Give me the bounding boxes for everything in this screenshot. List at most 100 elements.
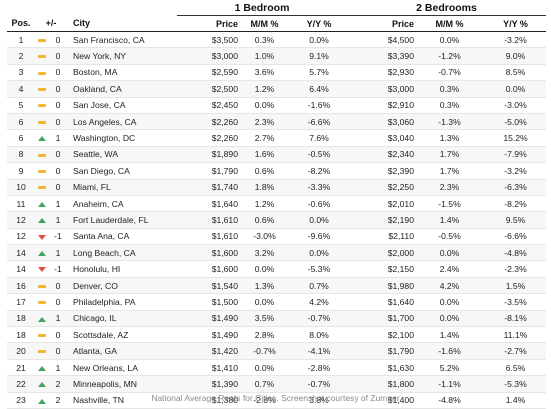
cell-city: Seattle, WA bbox=[67, 146, 177, 164]
cell-city: Fort Lauderdale, FL bbox=[67, 211, 177, 229]
cell-mm-2br: 2.4% bbox=[414, 260, 485, 278]
cell-yy-2br: 6.5% bbox=[485, 359, 547, 377]
cell-price-2br: $2,910 bbox=[347, 97, 414, 114]
cell-mm-1br: 2.8% bbox=[238, 326, 291, 344]
cell-yy-2br: 8.5% bbox=[485, 64, 547, 82]
up-triangle-icon bbox=[38, 365, 46, 371]
cell-price-1br: $3,000 bbox=[177, 47, 238, 65]
cell-mm-1br: 1.2% bbox=[238, 195, 291, 213]
cell-change: 0 bbox=[49, 162, 67, 180]
column-header-change: +/- bbox=[35, 15, 67, 32]
dash-icon bbox=[38, 170, 46, 174]
group-header-row: 1 Bedroom 2 Bedrooms bbox=[7, 0, 547, 16]
table-row: 14 1 Long Beach, CA $1,600 3.2% 0.0% $2,000 0.0… bbox=[7, 244, 547, 262]
cell-mm-1br: 0.6% bbox=[238, 162, 291, 180]
cell-change: 2 bbox=[49, 375, 67, 393]
cell-change: 0 bbox=[49, 277, 67, 295]
cell-mm-1br: 3.5% bbox=[238, 310, 291, 328]
cell-price-2br: $2,000 bbox=[347, 244, 414, 262]
cell-mm-1br: 3.6% bbox=[238, 64, 291, 82]
cell-price-2br: $2,110 bbox=[347, 228, 414, 246]
trend-indicator bbox=[35, 359, 49, 377]
cell-yy-1br: -0.7% bbox=[291, 310, 347, 328]
cell-mm-2br: 0.0% bbox=[414, 293, 485, 311]
cell-mm-2br: 0.0% bbox=[414, 310, 485, 328]
cell-yy-1br: -1.6% bbox=[291, 97, 347, 114]
cell-city: Philadelphia, PA bbox=[67, 293, 177, 311]
cell-yy-2br: -2.7% bbox=[485, 342, 547, 360]
cell-yy-1br: 8.0% bbox=[291, 326, 347, 344]
cell-price-2br: $1,790 bbox=[347, 342, 414, 360]
trend-indicator bbox=[35, 211, 49, 229]
cell-yy-2br: -5.3% bbox=[485, 375, 547, 393]
cell-yy-2br: 11.1% bbox=[485, 326, 547, 344]
table-row: 11 1 Anaheim, CA $1,640 1.2% -0.6% $2,010 -1.5%… bbox=[7, 195, 547, 213]
cell-change: 0 bbox=[49, 179, 67, 196]
cell-price-1br: $1,890 bbox=[177, 146, 238, 164]
cell-yy-2br: -3.2% bbox=[485, 162, 547, 180]
cell-yy-2br: -3.5% bbox=[485, 293, 547, 311]
cell-mm-1br: 0.0% bbox=[238, 293, 291, 311]
cell-change: 1 bbox=[49, 129, 67, 147]
cell-yy-2br: -7.9% bbox=[485, 146, 547, 164]
cell-price-1br: $1,390 bbox=[177, 375, 238, 393]
cell-city: Los Angeles, CA bbox=[67, 113, 177, 131]
trend-indicator bbox=[35, 162, 49, 180]
cell-mm-2br: -0.7% bbox=[414, 64, 485, 82]
trend-indicator bbox=[35, 260, 49, 278]
table-row: 6 1 Washington, DC $2,260 2.7% 7.6% $3,040 1.3%… bbox=[7, 129, 547, 147]
cell-pos: 16 bbox=[7, 277, 35, 295]
cell-yy-2br: -4.8% bbox=[485, 244, 547, 262]
cell-change: 1 bbox=[49, 310, 67, 328]
cell-price-2br: $1,640 bbox=[347, 293, 414, 311]
cell-price-1br: $2,450 bbox=[177, 97, 238, 114]
table-row: 23 2 Nashville, TN $1,380 -2.8% 3.8% $1,400 -4.… bbox=[7, 392, 547, 409]
table-row: 18 0 Scottsdale, AZ $1,490 2.8% 8.0% $2,100 1.4… bbox=[7, 326, 547, 344]
cell-change: 1 bbox=[49, 211, 67, 229]
cell-mm-2br: 1.4% bbox=[414, 211, 485, 229]
dash-icon bbox=[38, 153, 46, 157]
cell-mm-2br: 0.3% bbox=[414, 97, 485, 114]
cell-pos: 22 bbox=[7, 375, 35, 393]
cell-mm-1br: 0.0% bbox=[238, 359, 291, 377]
table-row: 5 0 San Jose, CA $2,450 0.0% -1.6% $2,910 0.3% -… bbox=[7, 97, 547, 114]
cell-city: Miami, FL bbox=[67, 179, 177, 196]
cell-price-1br: $1,610 bbox=[177, 228, 238, 246]
cell-yy-2br: 0.0% bbox=[485, 80, 547, 98]
cell-price-2br: $2,390 bbox=[347, 162, 414, 180]
column-header-yy-2br: Y/Y % bbox=[485, 15, 547, 32]
cell-price-2br: $2,190 bbox=[347, 211, 414, 229]
cell-price-2br: $2,150 bbox=[347, 260, 414, 278]
cell-yy-2br: 15.2% bbox=[485, 129, 547, 147]
cell-pos: 9 bbox=[7, 162, 35, 180]
down-triangle-icon bbox=[38, 267, 46, 273]
up-triangle-icon bbox=[38, 218, 46, 224]
table-row: 4 0 Oakland, CA $2,500 1.2% 6.4% $3,000 0.3% 0.0… bbox=[7, 80, 547, 98]
dash-icon bbox=[38, 104, 46, 108]
trend-indicator bbox=[35, 244, 49, 262]
cell-change: -1 bbox=[49, 228, 67, 246]
cell-price-2br: $1,700 bbox=[347, 310, 414, 328]
cell-yy-2br: -6.6% bbox=[485, 228, 547, 246]
cell-mm-1br: 1.8% bbox=[238, 179, 291, 196]
cell-yy-2br: 9.5% bbox=[485, 211, 547, 229]
cell-price-2br: $1,800 bbox=[347, 375, 414, 393]
dash-icon bbox=[38, 55, 46, 59]
column-header-yy-1br: Y/Y % bbox=[291, 15, 347, 32]
table-row: 22 2 Minneapolis, MN $1,390 0.7% -0.7% $1,800-… bbox=[7, 375, 547, 393]
cell-price-1br: $1,490 bbox=[177, 310, 238, 328]
table-row: 16 0 Denver, CO $1,540 1.3% 0.7% $1,980 4.2% 1.5… bbox=[7, 277, 547, 295]
cell-mm-1br: -3.0% bbox=[238, 228, 291, 246]
cell-yy-1br: -4.1% bbox=[291, 342, 347, 360]
rent-table: 1 Bedroom 2 Bedrooms Pos. +/- City Price… bbox=[7, 0, 547, 409]
cell-price-2br: $1,980 bbox=[347, 277, 414, 295]
cell-price-2br: $4,500 bbox=[347, 31, 414, 49]
cell-city: San Diego, CA bbox=[67, 162, 177, 180]
cell-mm-1br: 1.6% bbox=[238, 146, 291, 164]
column-header-pos: Pos. bbox=[7, 15, 35, 32]
cell-price-1br: $1,600 bbox=[177, 260, 238, 278]
cell-mm-1br: 0.3% bbox=[238, 31, 291, 49]
cell-pos: 18 bbox=[7, 310, 35, 328]
dash-icon bbox=[38, 284, 46, 288]
cell-mm-2br: -1.1% bbox=[414, 375, 485, 393]
